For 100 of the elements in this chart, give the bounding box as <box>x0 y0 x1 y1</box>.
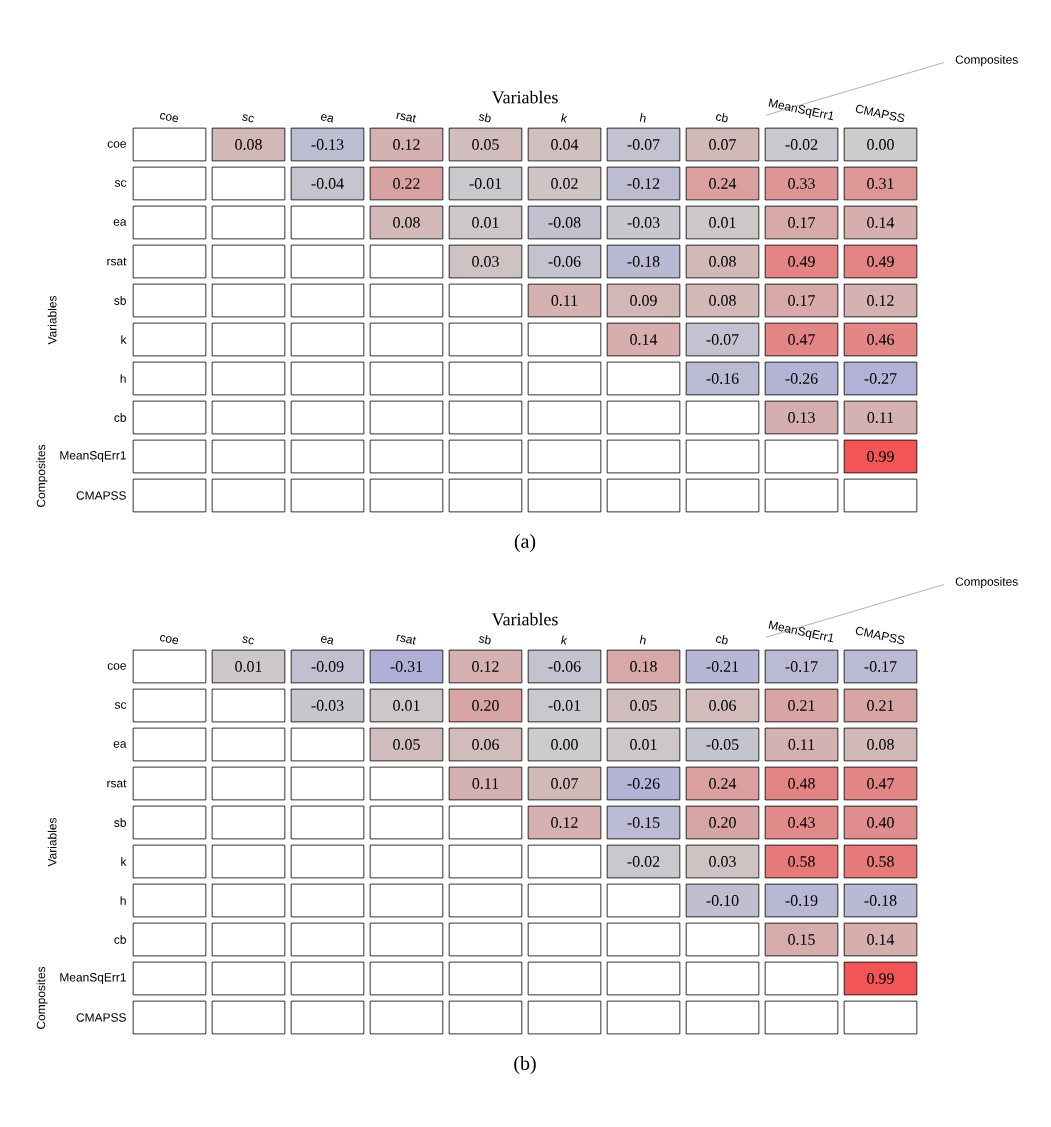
data-label: -0.18 <box>864 895 897 906</box>
data-label: 0.08 <box>709 256 736 267</box>
x-tick-label: sb <box>478 112 491 123</box>
y-tick-label: k <box>121 857 127 866</box>
data-label: 0.12 <box>551 817 578 828</box>
data-label: 0.58 <box>867 856 894 867</box>
data-label: 0.01 <box>472 217 499 228</box>
data-label: 0.20 <box>709 817 736 828</box>
x-tick-label: cb <box>716 634 728 645</box>
text: Composites <box>955 577 1018 589</box>
data-label: 0.31 <box>867 178 894 189</box>
x-tick-label: h <box>639 113 646 123</box>
text: (b) <box>514 1055 536 1075</box>
data-label: 0.01 <box>709 217 736 228</box>
y-tick-label: rsat <box>107 257 127 266</box>
data-label: -0.01 <box>548 700 581 711</box>
data-label: 0.11 <box>472 778 499 789</box>
text: Composites <box>955 55 1018 67</box>
data-label: 0.13 <box>788 412 815 423</box>
data-label: 0.21 <box>867 700 894 711</box>
data-label: 0.17 <box>788 217 815 228</box>
y-tick-label: CMAPSS <box>76 491 126 500</box>
data-label: 0.05 <box>472 139 499 150</box>
x-tick-label: sc <box>242 114 254 123</box>
y-tick-label: rsat <box>107 779 127 788</box>
x-tick-label: k <box>561 113 568 123</box>
data-label: 0.06 <box>709 700 736 711</box>
x-tick-label: rsat <box>396 112 417 123</box>
data-label: 0.22 <box>393 178 420 189</box>
data-label: -0.27 <box>864 373 897 384</box>
chart-title: Variables <box>491 90 558 104</box>
data-label: -0.01 <box>469 178 502 189</box>
data-label: -0.09 <box>311 661 344 672</box>
data-label: -0.13 <box>311 139 344 150</box>
data-label: 0.20 <box>472 700 499 711</box>
data-label: -0.17 <box>785 661 818 672</box>
data-label: 0.99 <box>867 973 894 984</box>
data-label: 0.06 <box>472 739 499 750</box>
x-tick-label: coe <box>160 634 179 645</box>
text: Composites <box>36 966 48 1029</box>
data-label: -0.12 <box>627 178 660 189</box>
data-label: -0.06 <box>548 256 581 267</box>
chart-title: Variables <box>491 612 558 626</box>
y-axis-title: Variables <box>47 817 57 867</box>
data-label: 0.14 <box>867 217 895 228</box>
data-label: 0.01 <box>630 739 657 750</box>
data-label: 0.49 <box>867 256 894 267</box>
y-tick-label: sc <box>114 180 127 187</box>
x-tick-label: CMAPSS <box>855 104 905 123</box>
data-label: 0.08 <box>867 739 894 750</box>
y-tick-label: cb <box>114 413 126 422</box>
y-tick-label: MeanSqErr1 <box>60 973 126 984</box>
data-label: -0.16 <box>706 373 739 384</box>
data-label: 0.05 <box>630 700 657 711</box>
data-label: 0.12 <box>472 661 499 672</box>
data-label: 0.01 <box>393 700 420 711</box>
data-label: 0.11 <box>551 295 578 306</box>
data-label: 0.14 <box>630 334 658 345</box>
data-label: 0.11 <box>867 412 894 423</box>
data-label: 0.11 <box>788 739 815 750</box>
x-tick-label: ea <box>320 636 334 645</box>
data-label: -0.07 <box>706 334 739 345</box>
data-label: -0.10 <box>706 895 739 906</box>
data-label: 0.05 <box>393 739 420 750</box>
data-label: 0.33 <box>788 178 815 189</box>
data-label: 0.03 <box>709 856 736 867</box>
data-label: -0.26 <box>627 778 660 789</box>
y-tick-label: ea <box>113 741 127 748</box>
data-label: 0.12 <box>393 139 420 150</box>
data-label: -0.15 <box>627 817 660 828</box>
data-label: 0.49 <box>788 256 815 267</box>
data-label: -0.21 <box>706 661 739 672</box>
data-label: -0.17 <box>864 661 897 672</box>
y-tick-label: coe <box>107 141 126 148</box>
y-tick-label: sb <box>114 296 126 305</box>
y-tick-label: cb <box>114 935 126 944</box>
data-label: 0.08 <box>235 139 262 150</box>
data-label: 0.58 <box>788 856 815 867</box>
y-tick-label: h <box>120 896 126 905</box>
data-label: 0.08 <box>393 217 420 228</box>
data-label: 0.01 <box>235 661 262 672</box>
y-tick-label: sb <box>114 818 126 827</box>
data-label: 0.09 <box>630 295 657 306</box>
data-label: -0.04 <box>311 178 344 189</box>
y-tick-label: k <box>121 335 127 344</box>
y-tick-label: h <box>120 374 126 383</box>
y-tick-label: coe <box>107 663 126 670</box>
data-label: -0.18 <box>627 256 660 267</box>
data-label: 0.18 <box>630 661 657 672</box>
data-label: 0.43 <box>788 817 815 828</box>
text: Composites <box>36 444 48 507</box>
x-tick-label: sc <box>242 636 254 645</box>
data-label: 0.47 <box>867 778 894 789</box>
x-tick-label: CMAPSS <box>855 626 905 645</box>
data-label: 0.24 <box>709 178 737 189</box>
data-label: -0.03 <box>627 217 660 228</box>
data-label: -0.02 <box>627 856 660 867</box>
data-label: 0.07 <box>709 139 736 150</box>
data-label: 0.47 <box>788 334 815 345</box>
data-label: 0.21 <box>788 700 815 711</box>
